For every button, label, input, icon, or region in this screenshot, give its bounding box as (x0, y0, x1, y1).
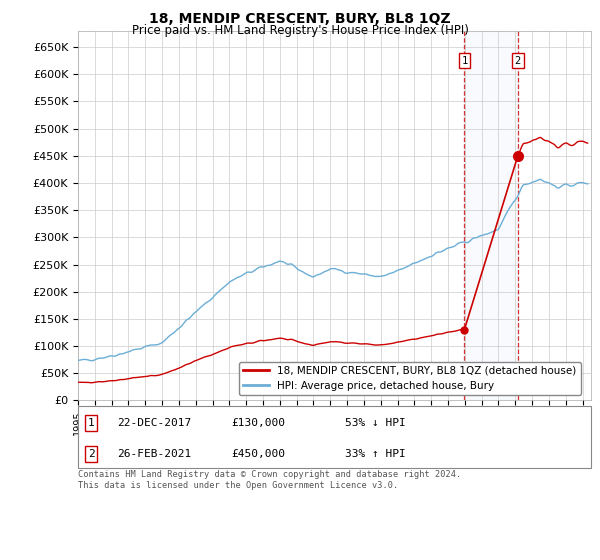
Text: 53% ↓ HPI: 53% ↓ HPI (345, 418, 406, 428)
Text: 33% ↑ HPI: 33% ↑ HPI (345, 449, 406, 459)
Legend: 18, MENDIP CRESCENT, BURY, BL8 1QZ (detached house), HPI: Average price, detache: 18, MENDIP CRESCENT, BURY, BL8 1QZ (deta… (239, 362, 581, 395)
Text: 1: 1 (88, 418, 95, 428)
Text: 22-DEC-2017: 22-DEC-2017 (117, 418, 191, 428)
Text: 26-FEB-2021: 26-FEB-2021 (117, 449, 191, 459)
Text: Contains HM Land Registry data © Crown copyright and database right 2024.
This d: Contains HM Land Registry data © Crown c… (78, 470, 461, 490)
Text: £130,000: £130,000 (231, 418, 285, 428)
Text: 2: 2 (88, 449, 95, 459)
Text: 2: 2 (515, 55, 521, 66)
Text: £450,000: £450,000 (231, 449, 285, 459)
Text: Price paid vs. HM Land Registry's House Price Index (HPI): Price paid vs. HM Land Registry's House … (131, 24, 469, 37)
Text: 1: 1 (461, 55, 467, 66)
Bar (464, 31, 518, 400)
Text: 18, MENDIP CRESCENT, BURY, BL8 1QZ: 18, MENDIP CRESCENT, BURY, BL8 1QZ (149, 12, 451, 26)
